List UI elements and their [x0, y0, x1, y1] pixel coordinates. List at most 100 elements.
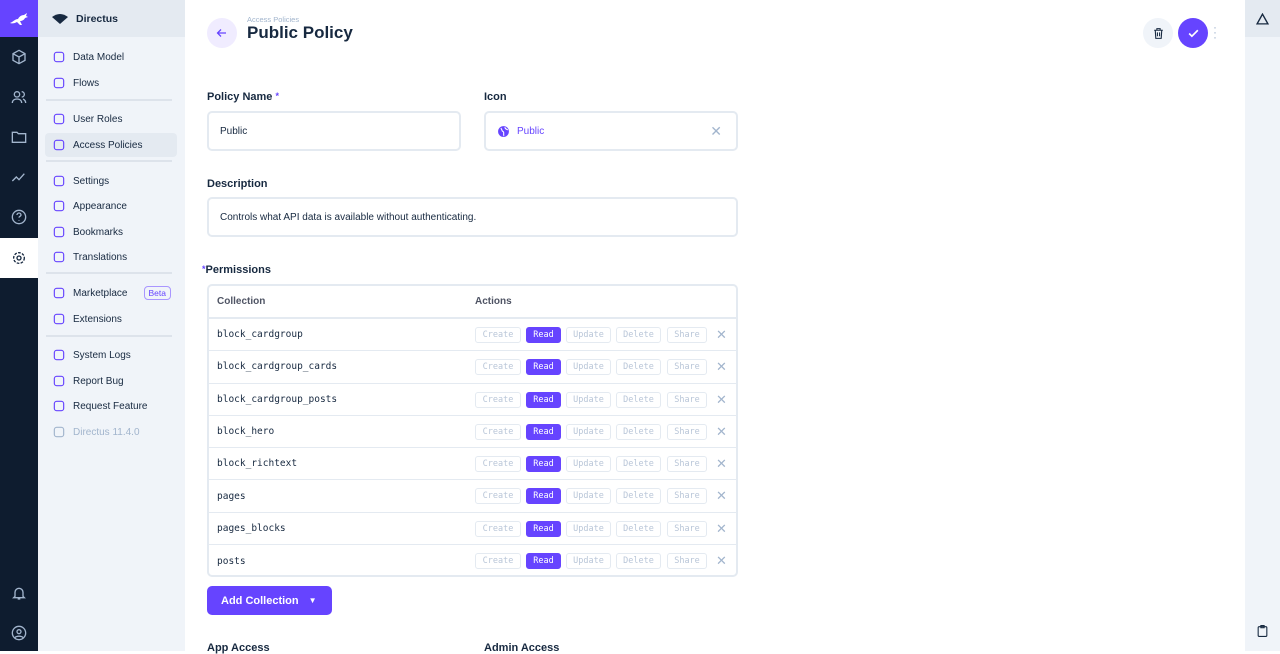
- permission-delete-toggle[interactable]: Delete: [616, 327, 661, 343]
- palette-icon: [53, 200, 65, 212]
- permission-update-toggle[interactable]: Update: [566, 423, 611, 440]
- sidebar-item-user-roles[interactable]: User Roles: [45, 107, 177, 131]
- table-row: block_cardgroup_posts Create Read Update Del…: [209, 384, 736, 416]
- permission-create-toggle[interactable]: Create: [475, 456, 521, 473]
- permission-delete-toggle[interactable]: Delete: [616, 553, 661, 570]
- permission-delete-toggle[interactable]: Delete: [616, 359, 661, 376]
- permission-create-toggle[interactable]: Create: [475, 391, 521, 408]
- permission-share-toggle[interactable]: Share: [667, 423, 707, 440]
- permission-read-toggle[interactable]: Read: [526, 488, 561, 505]
- sidebar-item-request-feature[interactable]: Request Feature: [45, 394, 177, 418]
- table-row: posts Create Read Update Delete Share ✕: [209, 545, 736, 577]
- account-icon[interactable]: [0, 613, 38, 653]
- sidebar-item-appearance[interactable]: Appearance: [45, 194, 177, 218]
- remove-row-icon[interactable]: ✕: [716, 327, 727, 342]
- permission-update-toggle[interactable]: Update: [566, 456, 611, 473]
- permission-share-toggle[interactable]: Share: [667, 520, 707, 537]
- sidebar-item-extensions[interactable]: Extensions: [45, 307, 177, 331]
- permission-update-toggle[interactable]: Update: [566, 553, 611, 570]
- permission-update-toggle[interactable]: Update: [566, 488, 611, 505]
- permission-share-toggle[interactable]: Share: [667, 359, 707, 376]
- sidebar-item-data-model[interactable]: Data Model: [45, 45, 177, 69]
- permission-create-toggle[interactable]: Create: [475, 520, 521, 537]
- permission-create-toggle[interactable]: Create: [475, 423, 521, 440]
- policy-name-input[interactable]: Public: [207, 111, 461, 151]
- description-input[interactable]: Controls what API data is available with…: [207, 197, 738, 237]
- sidebar-item-report-bug[interactable]: Report Bug: [45, 369, 177, 393]
- permission-read-toggle[interactable]: Read: [526, 456, 561, 473]
- permission-read-toggle[interactable]: Read: [526, 391, 561, 408]
- sidebar-item-system-logs[interactable]: System Logs: [45, 343, 177, 367]
- permission-create-toggle[interactable]: Create: [475, 327, 521, 343]
- back-button[interactable]: [207, 18, 237, 48]
- notifications-icon[interactable]: [0, 573, 38, 613]
- remove-row-icon[interactable]: ✕: [716, 391, 727, 407]
- permission-read-toggle[interactable]: Read: [526, 327, 561, 343]
- clipboard-icon[interactable]: [1256, 624, 1269, 643]
- permission-read-toggle[interactable]: Read: [526, 359, 561, 376]
- insights-module-icon[interactable]: [0, 157, 38, 197]
- permission-delete-toggle[interactable]: Delete: [616, 488, 661, 505]
- sidebar-item-flows[interactable]: Flows: [45, 71, 177, 95]
- more-options-icon[interactable]: · · ·: [1213, 20, 1217, 44]
- permission-share-toggle[interactable]: Share: [667, 553, 707, 570]
- info-toggle[interactable]: [1245, 0, 1280, 37]
- permission-read-toggle[interactable]: Read: [526, 520, 561, 537]
- divider: [46, 99, 172, 101]
- permission-delete-toggle[interactable]: Delete: [616, 423, 661, 440]
- sidebar-item-settings[interactable]: Settings: [45, 169, 177, 193]
- files-module-icon[interactable]: [0, 117, 38, 157]
- save-button[interactable]: [1178, 18, 1208, 48]
- sidebar-item-label: Flows: [73, 77, 100, 89]
- users-module-icon[interactable]: [0, 77, 38, 117]
- permission-share-toggle[interactable]: Share: [667, 456, 707, 473]
- permission-read-toggle[interactable]: Read: [526, 423, 561, 440]
- remove-row-icon[interactable]: ✕: [716, 488, 727, 504]
- permission-create-toggle[interactable]: Create: [475, 359, 521, 376]
- permission-share-toggle[interactable]: Share: [667, 488, 707, 505]
- content-module-icon[interactable]: [0, 37, 38, 77]
- remove-row-icon[interactable]: ✕: [716, 553, 727, 569]
- permission-update-toggle[interactable]: Update: [566, 520, 611, 537]
- permission-update-toggle[interactable]: Update: [566, 391, 611, 408]
- settings-module-icon[interactable]: [0, 238, 38, 278]
- permission-delete-toggle[interactable]: Delete: [616, 520, 661, 537]
- sidebar-item-access-policies[interactable]: Access Policies: [45, 133, 177, 157]
- clear-icon[interactable]: ✕: [710, 122, 722, 139]
- actions-header: Actions: [475, 296, 512, 307]
- icon-select[interactable]: Public ✕: [484, 111, 738, 151]
- permission-read-toggle[interactable]: Read: [526, 553, 561, 570]
- sidebar-item-translations[interactable]: Translations: [45, 245, 177, 269]
- policy-name-label: Policy Name *: [207, 91, 279, 103]
- users-icon: [53, 113, 65, 125]
- remove-row-icon[interactable]: ✕: [716, 520, 727, 536]
- directus-logo[interactable]: [0, 0, 38, 37]
- table-row: pages_blocks Create Read Update Delete Share ✕: [209, 513, 736, 546]
- project-header[interactable]: Directus: [38, 0, 185, 37]
- database-icon: [53, 51, 65, 63]
- sidebar-item-label: Translations: [73, 251, 128, 263]
- permission-update-toggle[interactable]: Update: [566, 359, 611, 376]
- verified-icon: [53, 400, 65, 412]
- breadcrumb[interactable]: Access Policies: [247, 15, 300, 24]
- sidebar-item-marketplace[interactable]: Marketplace Beta: [45, 281, 177, 305]
- caret-down-icon: ▼: [308, 596, 317, 605]
- sidebar-item-directus-11-4-0[interactable]: Directus 11.4.0: [45, 420, 177, 444]
- sidebar-item-bookmarks[interactable]: Bookmarks: [45, 220, 177, 244]
- permission-update-toggle[interactable]: Update: [566, 327, 611, 343]
- permission-share-toggle[interactable]: Share: [667, 391, 707, 408]
- sidebar-item-label: Bookmarks: [73, 226, 124, 238]
- beta-badge: Beta: [143, 286, 171, 300]
- permission-delete-toggle[interactable]: Delete: [616, 456, 661, 473]
- delete-button[interactable]: [1143, 18, 1173, 48]
- permission-delete-toggle[interactable]: Delete: [616, 391, 661, 408]
- permission-create-toggle[interactable]: Create: [475, 488, 521, 505]
- remove-row-icon[interactable]: ✕: [716, 359, 727, 375]
- remove-row-icon[interactable]: ✕: [716, 423, 727, 439]
- permission-create-toggle[interactable]: Create: [475, 553, 521, 570]
- permission-share-toggle[interactable]: Share: [667, 327, 707, 343]
- tune-icon: [53, 175, 65, 187]
- remove-row-icon[interactable]: ✕: [716, 456, 727, 472]
- help-icon[interactable]: [0, 197, 38, 237]
- add-collection-button[interactable]: Add Collection ▼: [207, 586, 332, 615]
